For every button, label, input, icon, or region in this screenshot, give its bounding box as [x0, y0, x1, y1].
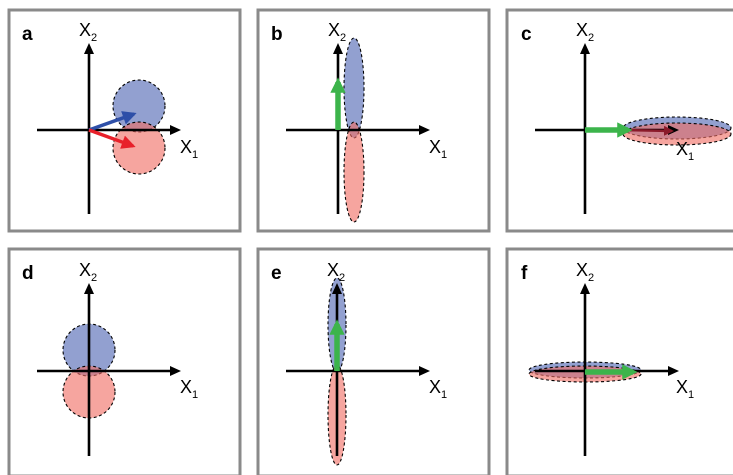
blue-vector — [88, 111, 137, 132]
x1-axis-label: X1 — [429, 377, 447, 401]
x1-axis-arrowhead — [419, 125, 430, 135]
x2-axis-arrowhead — [84, 283, 94, 294]
panel-letter: b — [271, 24, 283, 45]
panel-frame — [7, 247, 242, 475]
panel-letter: c — [521, 24, 532, 45]
x2-axis-label: X2 — [79, 20, 97, 44]
x1-axis-arrowhead — [668, 366, 679, 376]
panel-letter: e — [271, 263, 282, 284]
x1-axis-label: X1 — [676, 377, 694, 401]
x2-axis-label: X2 — [576, 260, 594, 284]
red-distribution-ellipse — [343, 121, 365, 223]
panel-letter: a — [22, 24, 33, 45]
panel-a: a X2 X1 — [7, 8, 242, 233]
distribution-ellipses — [622, 116, 732, 146]
x2-axis-label: X2 — [327, 260, 345, 284]
x2-axis-label: X2 — [576, 20, 594, 44]
panel-letter: d — [22, 263, 34, 284]
dark-red-vector — [623, 125, 674, 136]
panel-f: f X2 X1 — [505, 247, 733, 475]
x2-axis-label: X2 — [79, 260, 97, 284]
x1-axis-label: X1 — [180, 137, 198, 161]
red-vector — [88, 128, 136, 149]
x1-axis-arrowhead — [419, 366, 430, 376]
x2-axis-arrowhead — [84, 43, 94, 54]
x2-axis-arrowhead — [580, 283, 590, 294]
panel-frame — [505, 247, 733, 475]
panel-letter: f — [521, 263, 528, 284]
red-distribution-ellipse — [622, 122, 732, 146]
x2-axis-arrowhead — [332, 283, 342, 294]
x1-axis-label: X1 — [676, 139, 694, 163]
distribution-ellipses — [343, 37, 365, 223]
x1-axis-arrowhead — [170, 366, 181, 376]
x1-axis-label: X1 — [180, 377, 198, 401]
panel-c: c X2 X1 — [505, 8, 733, 233]
x1-axis-arrowhead — [170, 125, 181, 135]
x1-axis-label: X1 — [429, 137, 447, 161]
panel-b: b X2 X1 — [256, 8, 491, 233]
x2-axis-arrowhead — [580, 43, 590, 54]
panel-frame — [256, 247, 491, 475]
x2-axis-arrowhead — [333, 43, 343, 54]
panel-frame — [256, 8, 491, 233]
x2-axis-label: X2 — [328, 20, 346, 44]
panel-d: d X2 X1 — [7, 247, 242, 475]
red-distribution-ellipse — [112, 121, 166, 175]
panel-e: e X2 X1 — [256, 247, 491, 475]
